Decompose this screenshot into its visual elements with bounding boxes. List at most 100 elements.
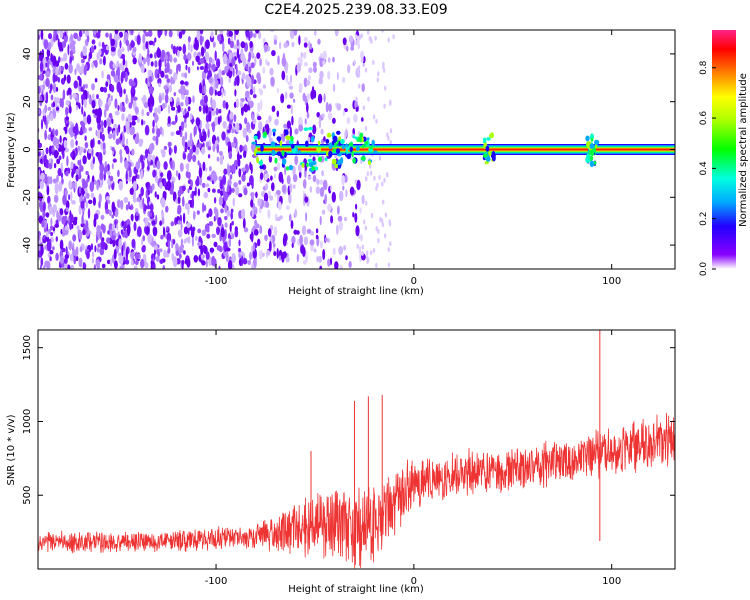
burst-cell <box>288 164 294 171</box>
spectrogram-cell <box>55 60 60 67</box>
spectrogram-cell <box>42 265 46 269</box>
spectrogram-cell <box>97 243 102 248</box>
burst-cell <box>367 160 372 166</box>
spectrogram-cell <box>104 102 110 112</box>
spectrogram-cell <box>133 265 138 269</box>
spectrogram-cell <box>45 120 48 130</box>
spectrogram-cell <box>46 185 50 196</box>
spectrogram-cell <box>62 89 66 100</box>
spectrogram-cell <box>167 141 172 147</box>
spectrogram-cell <box>257 101 261 113</box>
spectrogram-cell <box>323 93 326 103</box>
spectrogram-cell <box>218 68 222 79</box>
spectrogram-cell <box>353 60 356 66</box>
spectrogram-cell <box>259 172 264 181</box>
spectrogram-cell <box>332 56 335 63</box>
spectrogram-cell <box>100 223 105 231</box>
spectrogram-cell <box>181 30 186 35</box>
spectrogram-cell <box>232 67 235 78</box>
spectrogram-cell <box>218 108 222 114</box>
spectrogram-cell <box>70 138 75 149</box>
spectrogram-cell <box>256 72 261 81</box>
spectrogram-cell <box>169 189 174 195</box>
spectrogram-cell <box>45 174 48 185</box>
spectrogram-cell <box>145 41 149 50</box>
spectrogram-cell <box>152 154 156 163</box>
spectrogram-cell <box>88 149 92 154</box>
spectrogram-cell <box>258 88 262 94</box>
spectrogram-cell <box>367 30 370 35</box>
spectrogram-cell <box>259 57 262 67</box>
spectrogram-cell <box>113 205 116 212</box>
spectrogram-cell <box>206 176 211 181</box>
spectrogram-cell <box>186 222 191 229</box>
spectrogram-cell <box>276 88 279 94</box>
spectrogram-cell <box>241 167 246 172</box>
spectrogram-cell <box>310 231 314 236</box>
burst-cell <box>589 160 595 167</box>
spectrogram-cell <box>182 196 185 207</box>
burst-cell <box>270 141 276 147</box>
spectrogram-cell <box>341 175 345 186</box>
spectrogram-cell <box>222 121 227 129</box>
spectrogram-cell <box>222 41 225 53</box>
spectrogram-cell <box>170 131 175 137</box>
spectrogram-cell <box>164 93 169 104</box>
spectrogram-cell <box>233 182 238 188</box>
spectrogram-cell <box>251 114 255 120</box>
spectrogram-cell <box>269 195 274 201</box>
spectrogram-cell <box>248 66 252 74</box>
spectrogram-cell <box>236 98 239 108</box>
spectrogram-cell <box>86 178 89 183</box>
spectrogram-cell <box>173 57 178 63</box>
y-tick-label: -20 <box>22 189 33 205</box>
spectrogram-cell <box>38 85 41 94</box>
spectrogram-cell <box>214 89 217 96</box>
spectrogram-cell <box>312 175 317 183</box>
spectrogram-cell <box>125 94 128 105</box>
spectrogram-cell <box>332 83 336 92</box>
spectrogram-cell <box>291 235 296 245</box>
spectrogram-cell <box>45 91 49 103</box>
burst-cell <box>369 145 374 150</box>
colorbar-tick-label: 0.8 <box>699 60 709 75</box>
spectrogram-cell <box>65 207 69 212</box>
spectrogram-cell <box>70 152 74 158</box>
spectrogram-cell <box>205 251 210 260</box>
spectrogram-cell <box>285 74 289 83</box>
spectrogram-cell <box>107 98 112 107</box>
spectrogram-cell <box>140 65 145 74</box>
spectrogram-cell <box>370 170 373 176</box>
spectrogram-cell <box>97 122 101 130</box>
spectrogram-cell <box>260 99 263 111</box>
spectrogram-cell <box>45 70 51 78</box>
spectrogram-cell <box>79 246 83 253</box>
spectrogram-cell <box>249 100 254 109</box>
y-tick-label: -40 <box>22 237 33 253</box>
spectrogram-cell <box>207 154 211 159</box>
spectrogram-cell <box>318 77 323 85</box>
spectrogram-cell <box>217 216 222 227</box>
spectrogram-cell <box>189 132 193 143</box>
spectrogram-cell <box>171 252 175 262</box>
spectrogram-cell <box>172 191 177 202</box>
spectrogram-cell <box>183 54 187 61</box>
spectrogram-cell <box>204 51 210 61</box>
spectrogram-cell <box>268 241 272 252</box>
spectrogram-cell <box>100 214 105 220</box>
spectrogram-cell <box>281 56 287 67</box>
spectrogram-cell <box>208 78 213 84</box>
spectrogram-cell <box>178 125 182 132</box>
spectrogram-cell <box>82 84 85 90</box>
spectrogram-cell <box>142 197 145 208</box>
spectrogram-cell <box>114 98 118 109</box>
spectrogram-cell <box>306 80 311 86</box>
spectrogram-cell <box>211 170 216 178</box>
spectrogram-cell <box>255 30 260 34</box>
spectrogram-cell <box>322 50 327 60</box>
spectrogram-cell <box>236 39 240 47</box>
spectrogram-cell <box>270 175 273 181</box>
spectrogram-cell <box>193 51 197 58</box>
spectrogram-cell <box>151 183 155 191</box>
burst-cell <box>272 128 277 133</box>
